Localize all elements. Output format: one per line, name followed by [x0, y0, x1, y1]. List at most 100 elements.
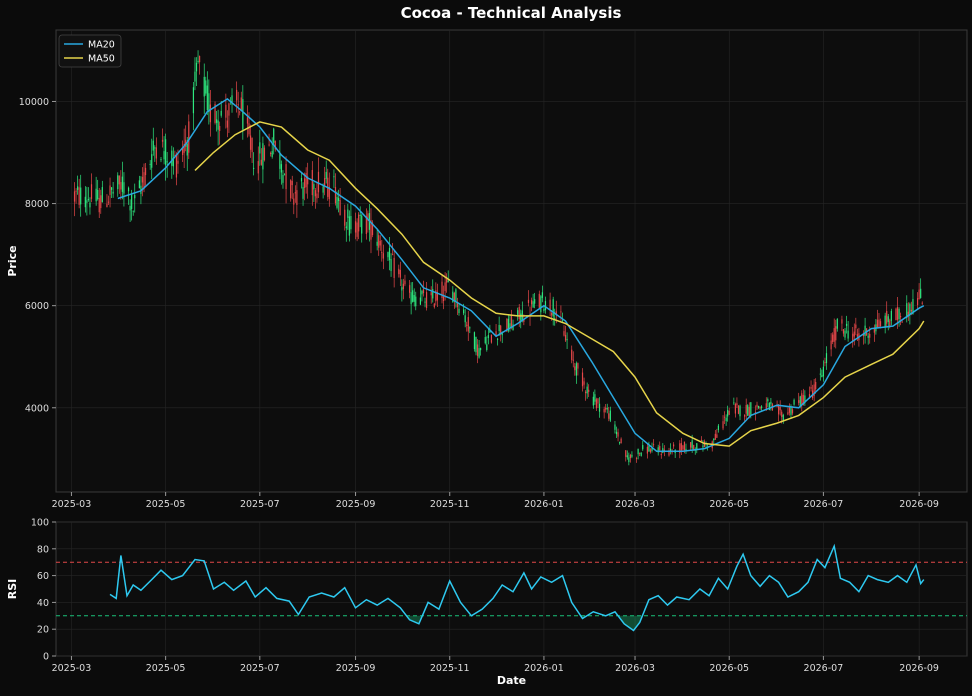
candle-body	[779, 407, 781, 411]
candle-body	[401, 287, 403, 291]
candle-body	[90, 184, 93, 199]
candle-body	[629, 454, 631, 459]
candle-body	[884, 315, 886, 328]
candle-body	[97, 190, 99, 199]
candle-body	[824, 362, 826, 364]
candle-body	[442, 296, 445, 302]
candle-body	[747, 405, 749, 416]
candle-body	[867, 335, 869, 338]
candle-body	[889, 320, 891, 328]
candle-body	[886, 311, 888, 324]
candle-body	[473, 332, 476, 349]
candle-body	[263, 147, 266, 161]
candle-body	[339, 200, 341, 216]
candle-body	[143, 172, 145, 189]
series-line-rsi	[109, 543, 925, 632]
candle-body	[350, 216, 352, 230]
candle-body	[422, 289, 425, 294]
rsi-y-tick-label: 100	[31, 518, 49, 529]
candle-body	[478, 348, 480, 358]
legend-label-ma50: MA50	[88, 53, 115, 64]
candle-body	[260, 159, 262, 165]
candle-body	[174, 155, 176, 157]
candle-body	[293, 198, 295, 205]
candle-body	[549, 299, 551, 310]
candle-body	[246, 117, 249, 124]
price-y-tick-label: 4000	[25, 403, 49, 414]
candle-body	[680, 443, 682, 451]
rsi-y-tick-label: 20	[37, 625, 49, 636]
candle-body	[219, 125, 221, 132]
candle-body	[242, 99, 244, 130]
candle-body	[106, 203, 108, 208]
candle-body	[73, 191, 76, 202]
candle-body	[262, 143, 264, 170]
rsi-x-tick-label: 2026-07	[804, 663, 844, 674]
candle-body	[495, 331, 497, 337]
candle-body	[685, 448, 687, 451]
candle-body	[605, 407, 607, 410]
candle-body	[165, 139, 167, 165]
candle-body	[129, 205, 131, 211]
candle-body	[466, 324, 468, 326]
chart-title: Cocoa - Technical Analysis	[401, 4, 622, 22]
candle-body	[696, 443, 698, 450]
candle-body	[625, 450, 627, 457]
candle-body	[203, 76, 205, 97]
candle-body	[572, 359, 574, 361]
candle-body	[520, 313, 522, 322]
candle-body	[89, 202, 91, 208]
candle-body	[228, 103, 230, 116]
candle-body	[101, 187, 103, 203]
candle-body	[615, 431, 618, 435]
price-plot-area	[55, 29, 968, 493]
candle-body	[424, 301, 426, 303]
candle-body	[382, 253, 384, 259]
candle-body	[683, 441, 686, 451]
candle-body	[830, 340, 832, 350]
candle-body	[759, 407, 761, 409]
candle-body	[700, 439, 703, 442]
candle-body	[853, 331, 855, 337]
candle-body	[410, 292, 412, 305]
candle-body	[484, 337, 486, 344]
candle-body	[220, 110, 222, 116]
candle-body	[722, 421, 724, 429]
candle-body	[197, 60, 199, 62]
candle-body	[322, 186, 324, 193]
candle-body	[328, 186, 330, 200]
candle-body	[739, 405, 741, 417]
candle-body	[642, 445, 644, 450]
candle-body	[198, 55, 201, 63]
candle-body	[231, 95, 233, 105]
candle-body	[237, 104, 239, 106]
candle-body	[120, 182, 122, 190]
candle-body	[506, 318, 508, 332]
candle-body	[171, 150, 173, 166]
candle-body	[419, 297, 421, 305]
candle-body	[788, 407, 791, 413]
price-y-axis-label: Price	[6, 245, 19, 276]
rsi-x-tick-label: 2025-09	[336, 663, 376, 674]
candle-body	[527, 299, 530, 303]
candle-body	[209, 104, 212, 123]
candle-body	[166, 161, 168, 163]
candle-body	[614, 424, 616, 430]
candle-body	[757, 405, 760, 408]
candle-body	[430, 292, 432, 296]
candle-body	[285, 164, 287, 190]
candle-body	[300, 178, 303, 182]
rsi-x-tick-label: 2025-07	[240, 663, 280, 674]
candle-body	[248, 123, 250, 135]
candle-body	[313, 184, 315, 190]
candle-body	[151, 154, 153, 168]
candle-body	[585, 391, 587, 393]
candle-body	[359, 214, 361, 216]
candle-body	[510, 315, 513, 327]
candle-body	[564, 334, 567, 341]
candle-body	[906, 303, 908, 318]
candle-body	[215, 119, 218, 123]
candle-body	[476, 344, 479, 356]
candle-body	[161, 139, 164, 142]
candle-body	[518, 307, 520, 320]
